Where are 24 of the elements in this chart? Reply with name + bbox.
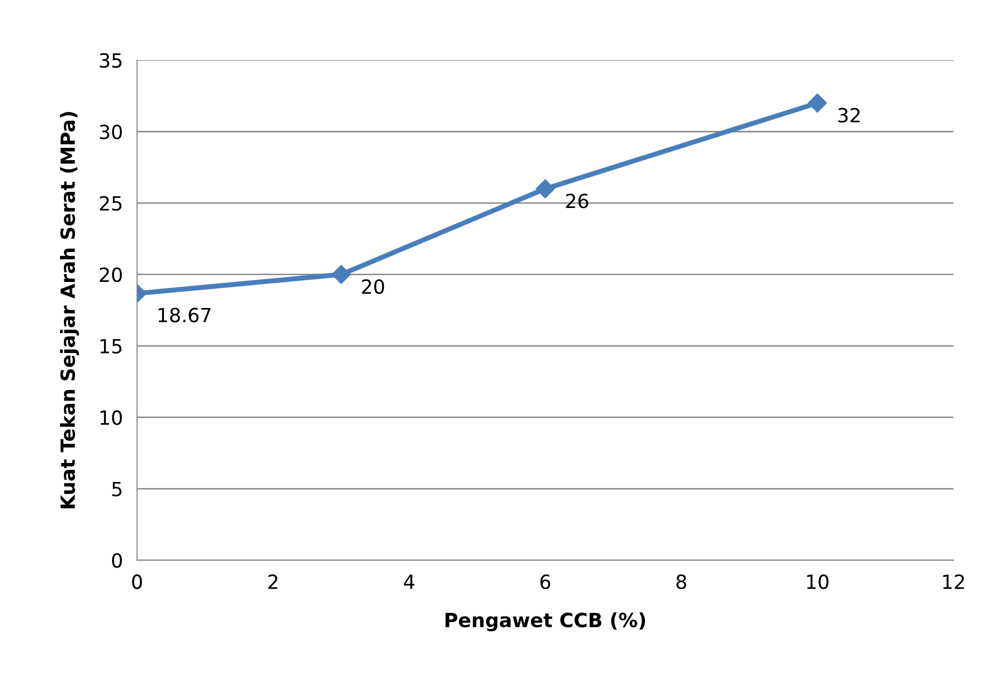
x-tick-label: 6 bbox=[540, 574, 550, 590]
y-tick-label: 15 bbox=[100, 339, 122, 354]
y-tick-label: 20 bbox=[100, 267, 122, 282]
x-tick-label: 8 bbox=[676, 574, 686, 590]
y-tick-label: 5 bbox=[112, 482, 122, 496]
x-tick-label: 12 bbox=[943, 574, 964, 589]
data-label: 32 bbox=[838, 108, 860, 123]
point bbox=[808, 94, 827, 113]
data-label: 20 bbox=[362, 279, 384, 294]
y-tick-label: 10 bbox=[100, 410, 122, 425]
y-tick-label: 35 bbox=[100, 53, 122, 68]
y-tick-label: 30 bbox=[100, 124, 122, 140]
point bbox=[536, 179, 555, 198]
x-tick-label: 0 bbox=[132, 574, 142, 590]
x-tick-label: 10 bbox=[807, 574, 828, 590]
x-tick-label: 4 bbox=[404, 574, 414, 589]
y-tick-label: 25 bbox=[100, 196, 122, 211]
y-axis-title: Kuat Tekan Sejajar Arah Serat (MPa) bbox=[60, 112, 79, 508]
y-tick-label: 0 bbox=[112, 553, 122, 568]
data-label: 26 bbox=[566, 194, 588, 208]
x-tick-label: 2 bbox=[268, 574, 278, 589]
point bbox=[332, 264, 351, 284]
x-axis-title: Pengawet CCB (%) bbox=[446, 612, 646, 632]
data-label: 18.67 bbox=[158, 308, 210, 322]
